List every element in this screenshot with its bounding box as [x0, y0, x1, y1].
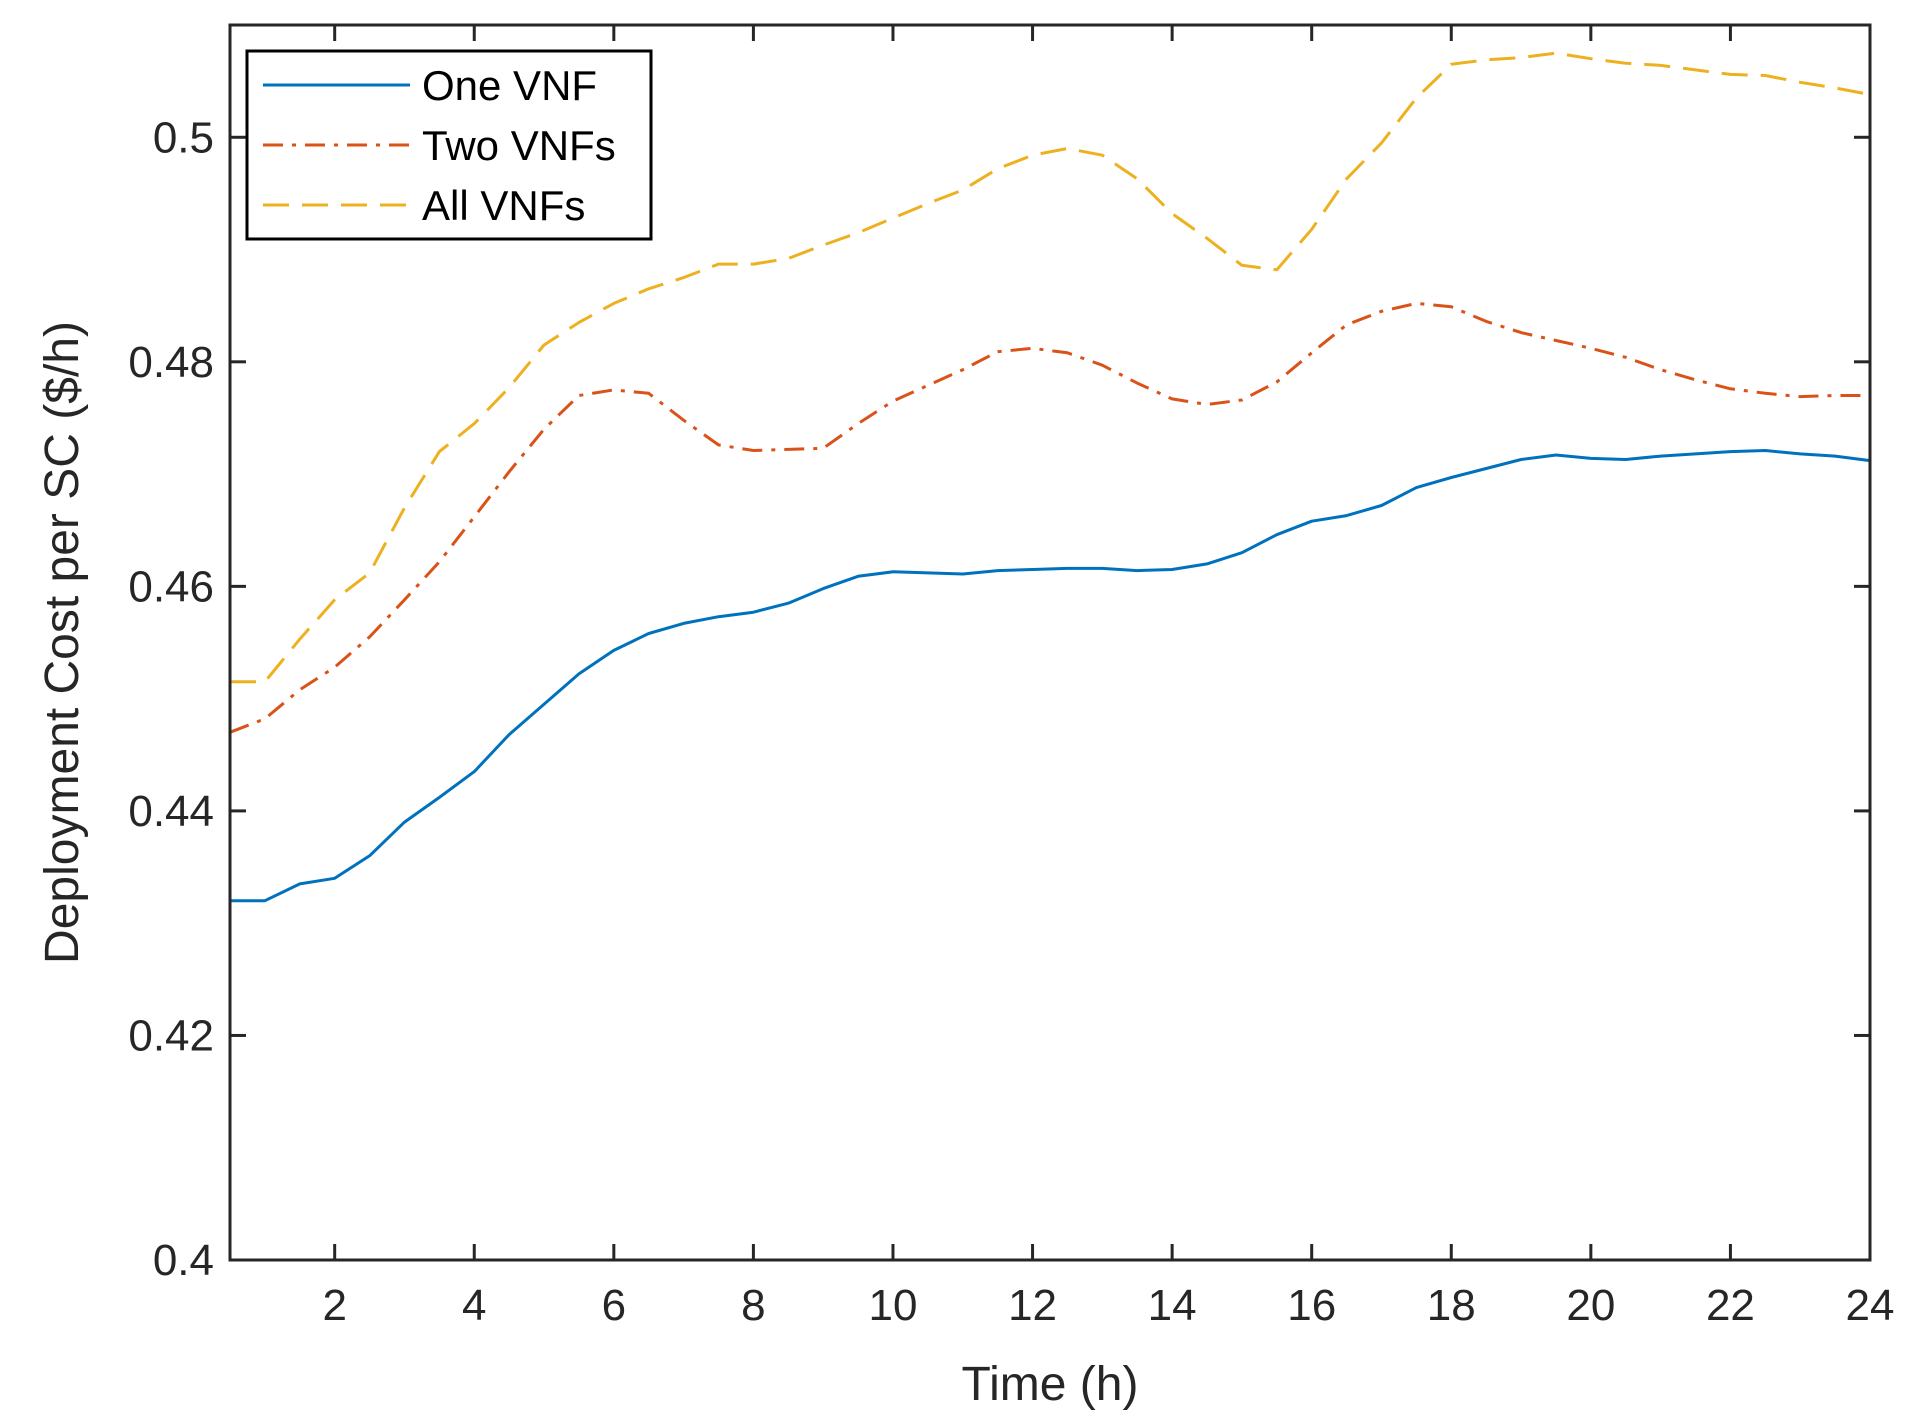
x-tick-label: 4: [462, 1281, 486, 1330]
y-tick-label: 0.46: [128, 562, 214, 611]
x-tick-label: 12: [1008, 1281, 1057, 1330]
plot-frame: [228, 23, 1872, 1262]
x-tick-label: 14: [1148, 1281, 1197, 1330]
series-line-one-vnf: [230, 449, 1871, 903]
x-tick-label: 20: [1566, 1281, 1615, 1330]
y-tick-label: 0.42: [128, 1011, 214, 1060]
y-axis-label: Deployment Cost per SC ($/h): [36, 321, 89, 964]
series-line-all-vnfs: [230, 51, 1871, 684]
x-tick-label: 6: [602, 1281, 626, 1330]
series-layer: [229, 51, 1871, 903]
x-tick-label: 18: [1427, 1281, 1476, 1330]
y-tick-label: 0.48: [128, 338, 214, 387]
x-tick-label: 10: [869, 1281, 918, 1330]
legend-label-two-vnfs: Two VNFs: [422, 122, 616, 169]
x-tick-label: 22: [1706, 1281, 1755, 1330]
legend-label-all-vnfs: All VNFs: [422, 182, 585, 229]
y-tick-label: 0.4: [153, 1236, 214, 1285]
x-tick-label: 2: [322, 1281, 346, 1330]
x-tick-label: 8: [741, 1281, 765, 1330]
legend-label-one-vnf: One VNF: [422, 62, 597, 109]
axis-ticks: [230, 25, 1872, 1262]
x-axis-label: Time (h): [962, 1358, 1139, 1411]
y-tick-label: 0.5: [153, 113, 214, 162]
x-tick-label: 24: [1846, 1281, 1895, 1330]
legend: One VNF Two VNFs All VNFs: [245, 49, 653, 241]
x-tick-label: 16: [1287, 1281, 1336, 1330]
tick-labels: 2 4 6 8 10 12 14 16 18 20 22 240.40.420.440.460.480…: [128, 113, 1894, 1330]
series-line-two-vnfs: [229, 301, 1870, 734]
y-tick-label: 0.44: [128, 787, 214, 836]
